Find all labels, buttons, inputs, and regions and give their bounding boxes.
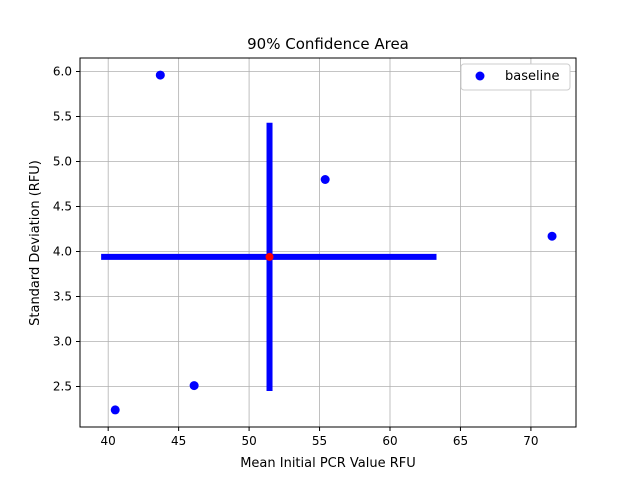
- y-tick-label: 6.0: [53, 65, 72, 79]
- x-axis-label: Mean Initial PCR Value RFU: [240, 456, 416, 471]
- x-tick-label: 55: [312, 434, 327, 448]
- chart-title: 90% Confidence Area: [247, 35, 409, 53]
- x-tick-label: 50: [241, 434, 256, 448]
- data-point-baseline: [547, 231, 557, 241]
- y-axis-label: Standard Deviation (RFU): [28, 160, 43, 326]
- legend-marker: [475, 71, 485, 81]
- y-tick-label: 5.0: [53, 155, 72, 169]
- y-tick-label: 2.5: [53, 380, 72, 394]
- y-tick-label: 3.0: [53, 335, 72, 349]
- grid-lines: [80, 58, 576, 427]
- legend: baseline: [460, 63, 571, 91]
- y-tick-label: 5.5: [53, 110, 72, 124]
- confidence-center-point: [265, 252, 274, 261]
- data-point-baseline: [110, 405, 120, 415]
- data-point-baseline: [189, 381, 199, 391]
- y-tick-label: 3.5: [53, 290, 72, 304]
- axis-ticks: 40 45 50 55 60 65 70 2.5 3.0 3.5 4.0 4.5 5.0 5.5 6.0: [53, 65, 539, 449]
- legend-box: [460, 63, 571, 91]
- x-tick-label: 40: [101, 434, 116, 448]
- x-tick-label: 65: [453, 434, 468, 448]
- data-point-baseline: [155, 70, 165, 80]
- x-tick-label: 70: [523, 434, 538, 448]
- data-point-baseline: [320, 175, 330, 184]
- x-tick-label: 60: [382, 434, 397, 448]
- y-tick-label: 4.5: [53, 200, 72, 214]
- legend-label-baseline: baseline: [505, 69, 559, 84]
- plot-frame: [79, 57, 577, 428]
- plot-data: [101, 70, 557, 415]
- y-tick-label: 4.0: [53, 245, 72, 259]
- x-tick-label: 45: [171, 434, 186, 448]
